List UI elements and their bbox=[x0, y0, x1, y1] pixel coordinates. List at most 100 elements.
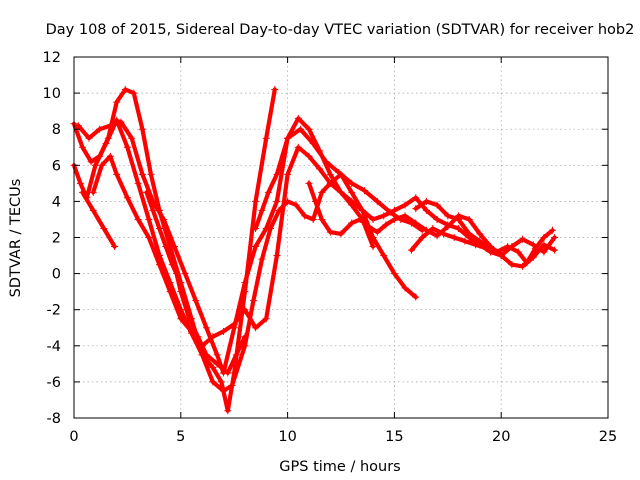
data-point-marker bbox=[433, 232, 441, 240]
data-point-marker bbox=[230, 320, 238, 328]
data-point-marker bbox=[252, 243, 260, 251]
data-point-marker bbox=[440, 230, 448, 238]
data-point-marker bbox=[487, 244, 495, 252]
data-point-marker bbox=[149, 197, 157, 205]
data-point-marker bbox=[149, 206, 157, 214]
data-point-marker bbox=[412, 194, 420, 202]
data-point-marker bbox=[252, 324, 260, 332]
data-point-marker bbox=[194, 333, 202, 341]
data-point-marker bbox=[258, 206, 266, 214]
data-point-marker bbox=[230, 369, 238, 377]
data-point-marker bbox=[138, 125, 146, 133]
data-point-marker bbox=[322, 158, 330, 166]
x-tick-label: 20 bbox=[492, 429, 510, 445]
data-point-marker bbox=[418, 234, 426, 241]
data-point-marker bbox=[326, 179, 334, 187]
data-point-marker bbox=[531, 244, 539, 252]
data-point-marker bbox=[89, 206, 97, 214]
data-point-marker bbox=[523, 259, 531, 267]
data-point-marker bbox=[284, 197, 292, 205]
data-point-marker bbox=[79, 188, 87, 196]
data-point-marker bbox=[476, 230, 484, 238]
x-tick-label: 10 bbox=[278, 429, 296, 445]
data-point-marker bbox=[264, 188, 272, 196]
data-point-marker bbox=[316, 147, 324, 155]
data-point-marker bbox=[209, 363, 217, 371]
data-point-marker bbox=[294, 114, 302, 122]
data-point-marker bbox=[209, 333, 217, 341]
data-point-marker bbox=[271, 85, 279, 93]
data-point-marker bbox=[213, 351, 221, 359]
data-point-marker bbox=[309, 215, 317, 223]
data-point-marker bbox=[337, 188, 345, 196]
data-point-marker bbox=[187, 327, 195, 335]
data-point-marker bbox=[305, 125, 313, 133]
data-point-marker bbox=[296, 125, 304, 133]
data-point-marker bbox=[397, 215, 405, 223]
data-point-marker bbox=[369, 234, 377, 241]
data-point-marker bbox=[145, 234, 153, 241]
data-point-marker bbox=[74, 122, 82, 130]
data-point-marker bbox=[170, 243, 178, 251]
data-point-marker bbox=[134, 215, 142, 223]
data-point-marker bbox=[220, 327, 228, 335]
data-point-marker bbox=[262, 134, 270, 142]
data-point-marker bbox=[465, 230, 473, 238]
y-tick-label: -6 bbox=[47, 375, 61, 391]
data-point-marker bbox=[444, 212, 452, 220]
data-point-marker bbox=[123, 143, 131, 151]
data-point-marker bbox=[258, 255, 266, 263]
data-point-marker bbox=[185, 315, 193, 323]
data-point-marker bbox=[106, 122, 114, 130]
data-point-marker bbox=[173, 270, 181, 278]
data-point-marker bbox=[551, 234, 559, 241]
data-point-marker bbox=[540, 241, 548, 249]
data-point-marker bbox=[98, 161, 106, 169]
data-point-marker bbox=[217, 378, 225, 386]
data-point-marker bbox=[228, 382, 236, 390]
data-point-marker bbox=[96, 125, 104, 133]
series-sat-c bbox=[76, 116, 376, 375]
data-point-marker bbox=[262, 224, 270, 232]
data-point-marker bbox=[380, 252, 388, 260]
data-point-marker bbox=[130, 89, 138, 97]
data-point-marker bbox=[412, 293, 420, 301]
data-point-marker bbox=[422, 197, 430, 205]
data-point-marker bbox=[497, 252, 505, 260]
y-tick-label: 2 bbox=[52, 231, 61, 247]
data-point-marker bbox=[128, 134, 136, 142]
data-point-marker bbox=[551, 246, 559, 254]
data-point-marker bbox=[548, 226, 556, 234]
data-point-marker bbox=[202, 351, 210, 359]
data-point-marker bbox=[117, 118, 125, 126]
data-point-marker bbox=[386, 208, 394, 216]
data-point-marker bbox=[433, 215, 441, 223]
data-point-marker bbox=[262, 315, 270, 323]
data-point-marker bbox=[155, 261, 163, 269]
data-point-marker bbox=[202, 324, 210, 332]
data-point-marker bbox=[390, 270, 398, 278]
data-point-marker bbox=[155, 206, 163, 214]
data-point-marker bbox=[301, 212, 309, 220]
data-point-marker bbox=[369, 215, 377, 223]
data-point-marker bbox=[311, 197, 319, 205]
series-sat-g bbox=[253, 127, 425, 233]
data-point-marker bbox=[273, 252, 281, 260]
data-point-marker bbox=[465, 215, 473, 223]
x-tick-label: 25 bbox=[599, 429, 617, 445]
data-point-marker bbox=[100, 224, 108, 232]
data-point-marker bbox=[284, 170, 292, 178]
y-tick-label: -8 bbox=[47, 411, 61, 427]
data-point-marker bbox=[155, 224, 163, 232]
x-axis-label: GPS time / hours bbox=[279, 459, 400, 475]
data-point-marker bbox=[326, 228, 334, 236]
data-point-marker bbox=[104, 134, 112, 142]
data-point-marker bbox=[390, 206, 398, 214]
data-point-marker bbox=[444, 223, 452, 231]
data-point-marker bbox=[529, 241, 537, 249]
data-point-marker bbox=[177, 315, 185, 323]
data-point-marker bbox=[493, 248, 501, 256]
data-point-marker bbox=[326, 170, 334, 178]
data-point-marker bbox=[407, 246, 415, 254]
data-point-marker bbox=[519, 235, 527, 243]
